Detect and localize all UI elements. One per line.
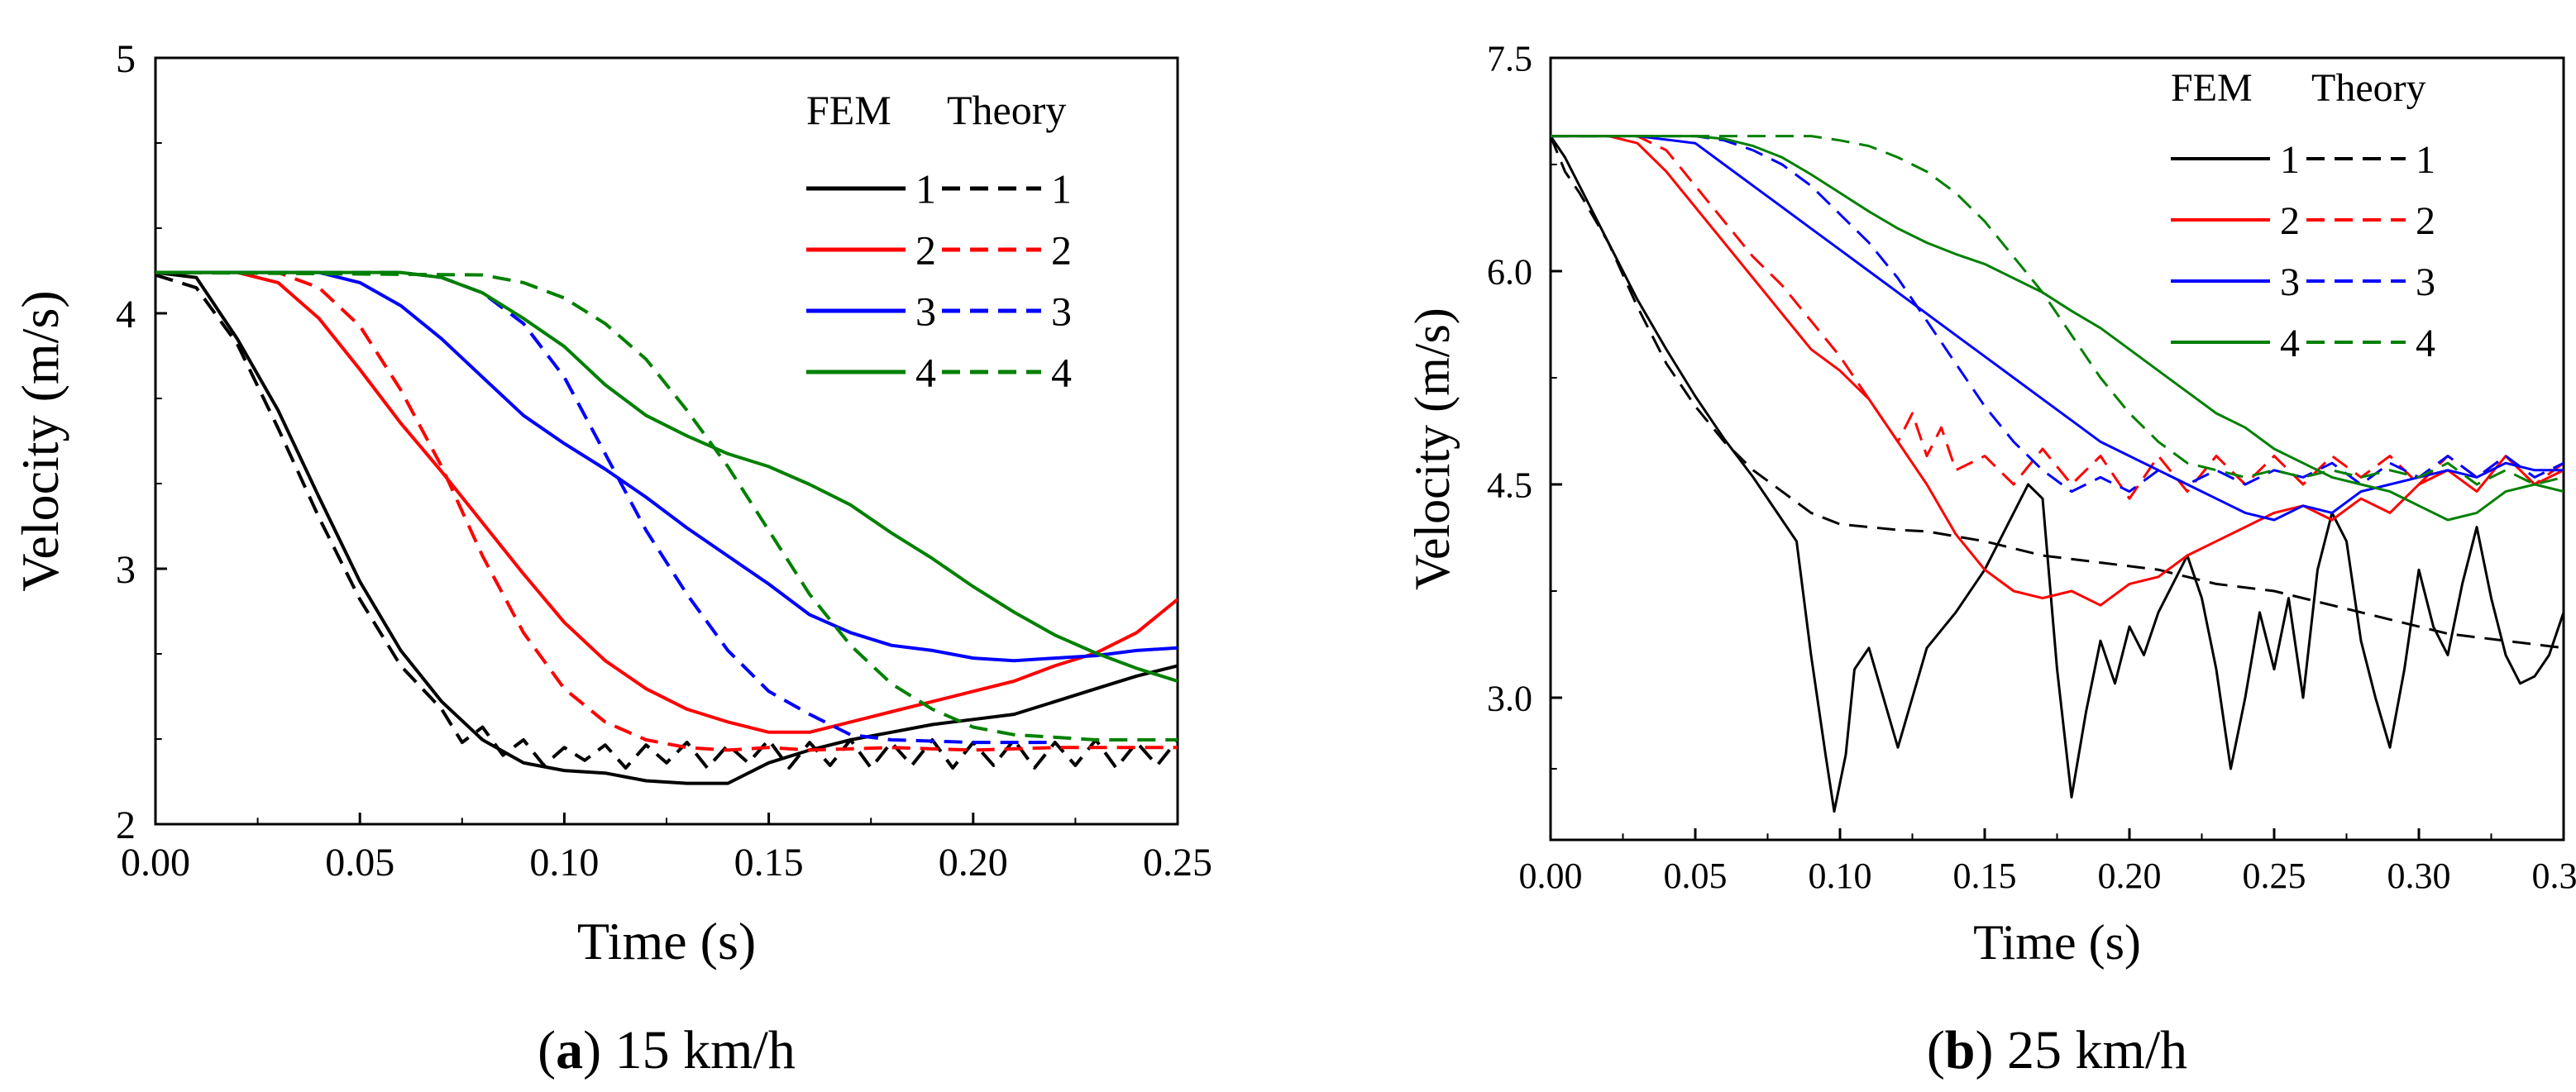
legend-theory-label-2: 2 xyxy=(2416,199,2435,243)
x-tick-label: 0.05 xyxy=(325,841,394,885)
y-axis-label: Velocity (m/s) xyxy=(1405,308,1460,590)
y-tick-label: 6.0 xyxy=(1487,251,1532,292)
y-axis-label: Velocity (m/s) xyxy=(11,290,69,591)
panel-a: 0.00 0.05 0.10 0.15 0.20 0.25 2 3 4 5 Time (s) Velo… xyxy=(11,37,1212,1080)
x-tick-label: 0.25 xyxy=(1143,841,1212,885)
series-1-fem-line xyxy=(155,270,1178,785)
series-3-fem-line xyxy=(155,270,1178,663)
panel-caption: (a) 15 km/h xyxy=(538,1020,796,1080)
x-axis-label: Time (s) xyxy=(577,912,756,970)
x-tick-label: 0.15 xyxy=(1953,856,2017,896)
legend-header-fem: FEM xyxy=(2171,66,2253,110)
x-tick-label: 0.00 xyxy=(121,841,190,885)
legend-header-fem: FEM xyxy=(806,87,891,133)
legend-theory-label-4: 4 xyxy=(2416,322,2435,365)
x-tick-label: 0.00 xyxy=(1519,856,1583,896)
plot-frame xyxy=(1549,56,2565,842)
legend-fem-label-2: 2 xyxy=(2280,199,2300,243)
x-tick-label: 0.35 xyxy=(2532,856,2576,896)
legend-fem-label-1: 1 xyxy=(2280,138,2300,182)
y-tick-label: 7.5 xyxy=(1487,38,1532,79)
series-group xyxy=(155,270,1178,785)
series-4-fem-line xyxy=(1551,135,2564,522)
series-1-fem-line xyxy=(1551,135,2564,813)
panel-caption: (b) 25 km/h xyxy=(1927,1020,2187,1080)
x-axis-label: Time (s) xyxy=(1973,915,2141,970)
x-tick-label: 0.20 xyxy=(2098,856,2162,896)
legend-theory-label-1: 1 xyxy=(2416,138,2435,182)
series-4-fem-line xyxy=(155,270,1178,683)
legend-fem-label-3: 3 xyxy=(915,288,936,335)
legend-fem-label-3: 3 xyxy=(2280,260,2300,304)
y-tick-label: 4 xyxy=(116,293,136,336)
x-tick-label: 0.15 xyxy=(734,841,804,885)
series-group xyxy=(1551,135,2564,813)
legend-header-theory: Theory xyxy=(947,87,1066,133)
legend-theory-label-4: 4 xyxy=(1051,350,1072,396)
y-tick-label: 5 xyxy=(116,37,136,81)
series-2-theory-line xyxy=(155,270,1178,752)
legend-fem-label-2: 2 xyxy=(915,227,936,274)
series-2-theory-line xyxy=(1551,135,2564,500)
legend-theory-label-3: 3 xyxy=(2416,260,2435,304)
x-tick-label: 0.20 xyxy=(939,841,1008,885)
caption-text: 15 km/h xyxy=(601,1020,796,1080)
x-tick-label: 0.10 xyxy=(1809,856,1872,896)
legend-fem-label-1: 1 xyxy=(915,166,936,212)
legend-theory-label-3: 3 xyxy=(1051,288,1072,335)
y-tick-label: 3 xyxy=(116,548,136,592)
y-tick-label: 3.0 xyxy=(1487,678,1532,718)
series-4-theory-line xyxy=(1551,135,2564,486)
x-tick-label: 0.30 xyxy=(2387,856,2451,896)
caption-letter: a xyxy=(556,1020,583,1080)
legend-fem-label-4: 4 xyxy=(2280,322,2300,365)
y-tick-label: 2 xyxy=(116,804,136,847)
series-1-theory-line xyxy=(155,273,1178,770)
series-1-theory-line xyxy=(1551,136,2564,650)
caption-text: 25 km/h xyxy=(1994,1020,2188,1080)
x-tick-label: 0.25 xyxy=(2243,856,2306,896)
series-2-fem-line xyxy=(155,270,1178,734)
x-tick-label: 0.05 xyxy=(1664,856,1728,896)
series-4-theory-line xyxy=(155,270,1178,742)
legend-fem-label-4: 4 xyxy=(915,350,936,396)
panel-b: 0.00 0.05 0.10 0.15 0.20 0.25 0.30 0.35 3.0 4.5 6.… xyxy=(1405,38,2576,1080)
y-tick-label: 4.5 xyxy=(1487,465,1532,505)
legend-header-theory: Theory xyxy=(2311,66,2426,110)
plot-frame xyxy=(154,56,1179,826)
x-tick-label: 0.10 xyxy=(529,841,599,885)
series-3-theory-line xyxy=(155,270,1055,745)
series-2-fem-line xyxy=(1551,135,2564,607)
series-3-fem-line xyxy=(1551,135,2564,522)
legend-theory-label-2: 2 xyxy=(1051,227,1072,274)
caption-letter: b xyxy=(1945,1020,1976,1080)
legend-theory-label-1: 1 xyxy=(1051,166,1072,212)
